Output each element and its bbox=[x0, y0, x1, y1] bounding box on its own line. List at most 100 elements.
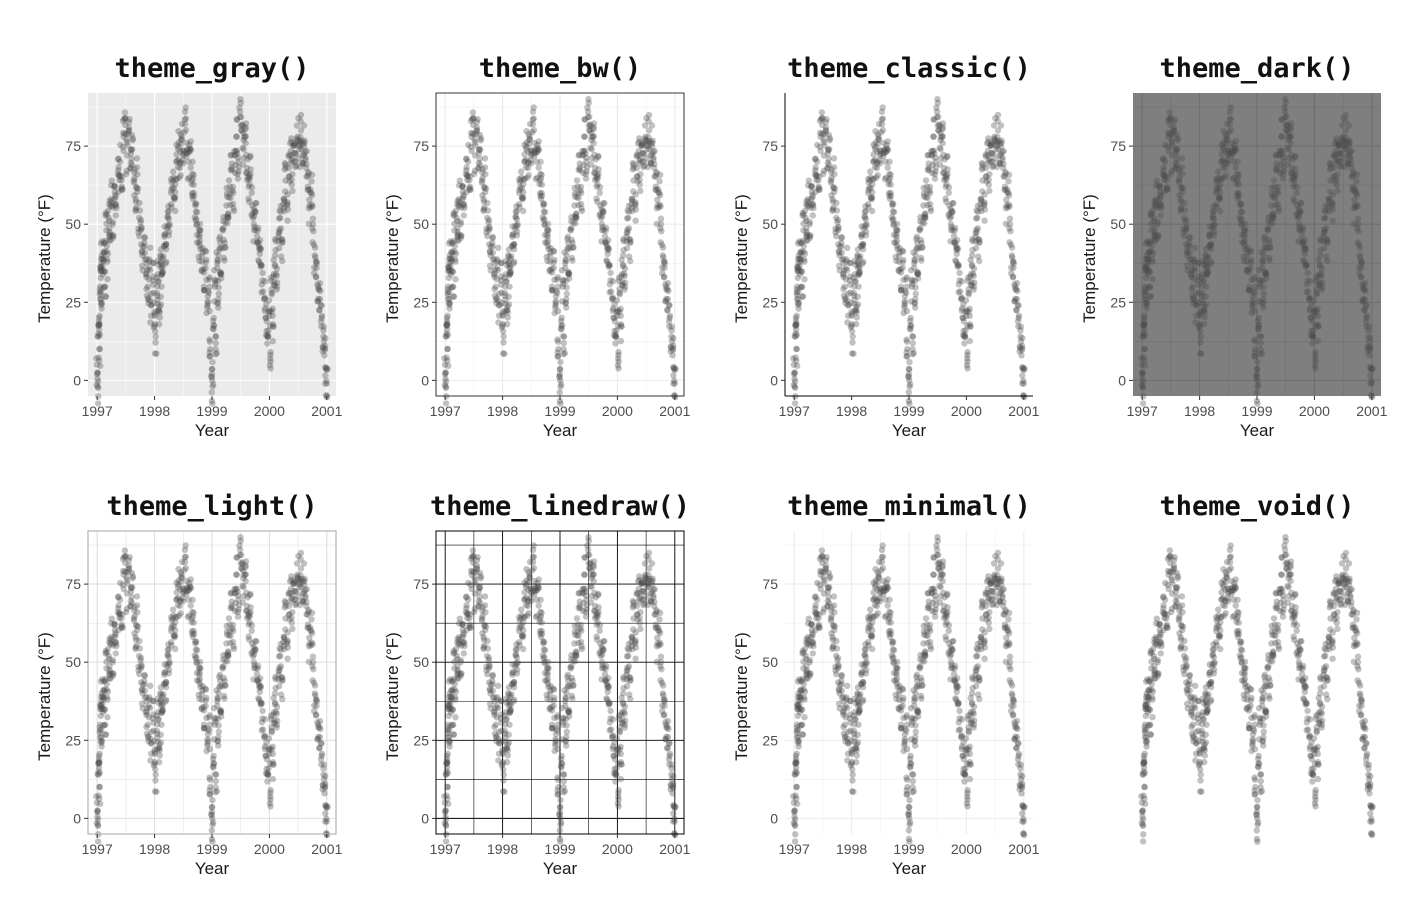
data-point bbox=[467, 143, 474, 150]
data-point bbox=[444, 312, 451, 319]
data-point bbox=[495, 297, 502, 304]
data-point bbox=[457, 221, 464, 228]
data-point bbox=[1311, 362, 1319, 369]
data-point bbox=[125, 130, 132, 138]
data-point bbox=[271, 263, 279, 270]
data-point bbox=[1334, 171, 1341, 178]
data-point bbox=[228, 164, 235, 172]
data-point bbox=[272, 236, 279, 243]
data-point bbox=[624, 228, 631, 236]
x-axis-title: Year bbox=[195, 421, 230, 440]
data-point bbox=[193, 638, 200, 646]
data-point bbox=[534, 148, 541, 155]
data-point bbox=[507, 255, 514, 262]
data-point bbox=[252, 208, 259, 215]
data-point bbox=[492, 721, 499, 728]
data-point bbox=[497, 259, 505, 267]
data-point bbox=[297, 549, 305, 557]
data-point bbox=[499, 311, 506, 318]
data-point bbox=[101, 249, 108, 257]
data-point bbox=[209, 358, 216, 366]
data-point bbox=[300, 560, 308, 567]
data-point bbox=[317, 739, 325, 747]
data-point bbox=[159, 255, 166, 262]
data-point bbox=[1269, 220, 1276, 227]
data-point bbox=[244, 176, 251, 184]
data-point bbox=[1178, 164, 1186, 171]
data-point bbox=[453, 214, 460, 222]
data-point bbox=[454, 228, 461, 236]
data-point bbox=[144, 296, 152, 303]
data-point bbox=[100, 258, 107, 265]
x-tick-label: 1998 bbox=[139, 841, 170, 857]
data-point bbox=[139, 252, 146, 259]
data-point bbox=[1170, 119, 1178, 126]
data-point bbox=[538, 171, 545, 178]
data-point bbox=[1292, 166, 1299, 173]
data-point bbox=[445, 240, 453, 247]
data-point bbox=[209, 763, 217, 770]
data-point bbox=[284, 655, 291, 662]
data-point bbox=[602, 227, 609, 234]
data-point bbox=[798, 283, 805, 291]
data-point bbox=[171, 632, 178, 640]
data-point bbox=[625, 214, 632, 222]
data-point bbox=[616, 291, 623, 298]
data-point bbox=[1157, 212, 1165, 219]
data-point bbox=[794, 300, 802, 307]
data-point bbox=[192, 208, 200, 215]
data-point bbox=[632, 217, 639, 224]
data-point bbox=[215, 304, 222, 311]
data-point bbox=[238, 127, 246, 134]
data-point bbox=[303, 148, 310, 155]
data-point bbox=[247, 604, 254, 611]
data-point bbox=[301, 575, 308, 582]
data-point bbox=[958, 278, 966, 285]
data-point bbox=[657, 203, 664, 210]
data-point bbox=[154, 308, 161, 315]
data-point bbox=[948, 209, 956, 216]
data-point bbox=[181, 546, 189, 553]
data-point bbox=[887, 192, 895, 200]
data-point bbox=[172, 207, 179, 215]
data-point bbox=[322, 364, 329, 371]
data-point bbox=[986, 171, 993, 178]
data-point bbox=[222, 682, 229, 689]
data-point bbox=[121, 130, 128, 137]
data-point bbox=[671, 380, 678, 387]
data-point bbox=[478, 179, 486, 186]
data-point bbox=[956, 288, 964, 295]
data-point bbox=[466, 177, 473, 184]
data-point bbox=[1367, 335, 1374, 342]
data-point bbox=[288, 157, 295, 164]
data-point bbox=[222, 244, 229, 251]
data-point bbox=[282, 164, 289, 171]
data-point bbox=[1231, 141, 1238, 149]
data-point bbox=[530, 104, 537, 111]
data-point bbox=[323, 818, 330, 825]
data-point bbox=[214, 259, 221, 267]
data-point bbox=[1260, 290, 1268, 297]
data-point bbox=[528, 152, 535, 159]
data-point bbox=[1354, 215, 1362, 222]
data-point bbox=[164, 213, 171, 220]
data-point bbox=[462, 171, 470, 178]
data-point bbox=[452, 688, 460, 695]
data-point bbox=[596, 189, 603, 196]
data-point bbox=[179, 157, 186, 164]
data-point bbox=[449, 283, 456, 291]
data-point bbox=[532, 147, 539, 154]
data-point bbox=[1251, 274, 1259, 281]
data-point bbox=[505, 301, 513, 308]
data-point bbox=[455, 196, 463, 203]
data-point bbox=[96, 289, 104, 296]
data-point bbox=[481, 155, 489, 162]
data-point bbox=[443, 320, 450, 328]
data-point bbox=[244, 156, 251, 163]
data-point bbox=[153, 274, 160, 281]
data-point bbox=[444, 357, 451, 364]
data-point bbox=[98, 305, 105, 312]
data-point bbox=[100, 239, 108, 247]
data-point bbox=[878, 108, 886, 116]
data-point bbox=[981, 217, 988, 224]
